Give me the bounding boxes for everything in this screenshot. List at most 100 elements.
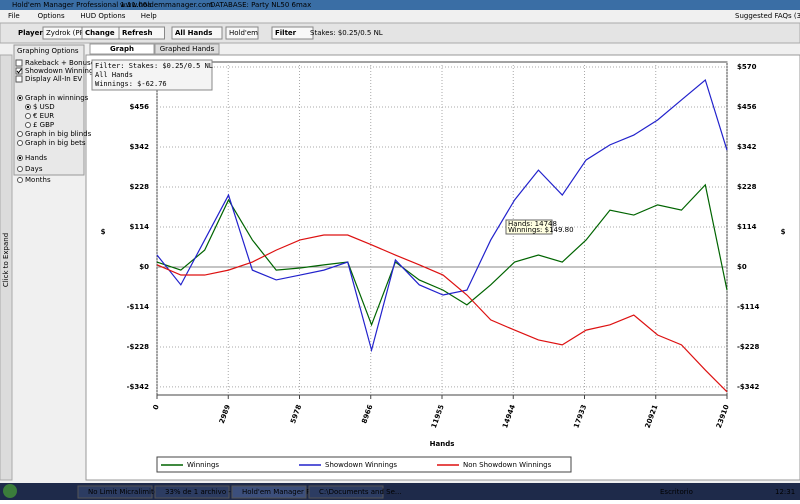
toolbar-button[interactable] xyxy=(171,26,223,40)
checkbox-label: Display All-In EV xyxy=(25,75,82,83)
info-line: Filter: Stakes: $0.25/0.5 NL xyxy=(95,62,213,70)
y-tick-label: $342 xyxy=(130,143,150,151)
legend-label: Showdown Winnings xyxy=(325,461,397,469)
tooltip xyxy=(505,219,553,235)
radio-label: Hands xyxy=(25,154,47,162)
series-line xyxy=(156,183,728,327)
clock: 12:31 xyxy=(775,488,795,496)
radio[interactable] xyxy=(17,131,23,137)
toolbar-player-label: Player xyxy=(18,29,43,37)
checkbox[interactable] xyxy=(15,75,23,83)
legend xyxy=(156,456,572,473)
toolbar-filter: Filter xyxy=(275,29,297,37)
task-label: Hold'em Manager Pro... xyxy=(242,488,324,496)
info-line: Winnings: $-62.76 xyxy=(95,80,167,88)
legend-label: Winnings xyxy=(187,461,219,469)
toolbar-button[interactable] xyxy=(118,26,165,40)
radio-dot xyxy=(18,96,22,100)
radio-label: $ USD xyxy=(33,103,55,111)
toolbar-button[interactable] xyxy=(271,26,314,40)
tooltip-line: Winnings: $149.80 xyxy=(508,226,574,234)
info-box xyxy=(91,59,213,91)
menu-item[interactable]: Help xyxy=(141,12,158,20)
task-button[interactable] xyxy=(77,485,153,499)
faq-link[interactable]: Suggested FAQs (3) xyxy=(735,12,800,20)
toolbar-stakes: Stakes: $0.25/0.5 NL xyxy=(310,29,383,37)
task-label: No Limit Micralimites S... xyxy=(88,488,175,496)
y-tick-label: $228 xyxy=(130,183,150,191)
radio-label: Graph in big blinds xyxy=(25,130,92,138)
window-database: DATABASE: Party NL50 6max xyxy=(210,1,311,9)
window-title: Hold'em Manager Professional 1.11.06a xyxy=(12,1,151,9)
legend-label: Non Showdown Winnings xyxy=(463,461,552,469)
radio[interactable] xyxy=(25,113,31,119)
radio-label: Graph in winnings xyxy=(25,94,89,102)
toolbar-button[interactable] xyxy=(225,26,259,40)
radio-label: Months xyxy=(25,176,51,184)
radio-label: £ GBP xyxy=(33,121,54,129)
tab-label: Graph xyxy=(110,45,134,53)
y2-tick-label: $0 xyxy=(737,263,747,271)
y2-tick-label: $342 xyxy=(737,143,757,151)
tab[interactable] xyxy=(154,43,220,55)
menu-item[interactable]: File xyxy=(8,12,20,20)
toolbar-change: Change xyxy=(85,29,115,37)
task-label: 33% de 1 archivo - D... xyxy=(165,488,245,496)
y-tick-label: $114 xyxy=(130,223,150,231)
checkbox[interactable] xyxy=(15,67,23,75)
toolbar-player: Zydrok (PP) xyxy=(46,29,87,37)
y2-tick-label: $228 xyxy=(737,183,757,191)
x-axis-label: Hands xyxy=(430,440,455,448)
radio-label: Graph in big bets xyxy=(25,139,86,147)
radio-dot xyxy=(26,105,30,109)
series-line xyxy=(156,78,728,353)
menu-item[interactable]: HUD Options xyxy=(80,12,125,20)
expand-strip[interactable] xyxy=(0,54,13,481)
radio[interactable] xyxy=(17,177,23,183)
y-tick-label: -$342 xyxy=(127,383,150,391)
menu-item[interactable]: Options xyxy=(38,12,65,20)
tooltip-line: Hands: 14748 xyxy=(508,220,557,228)
radio-label: Days xyxy=(25,165,43,173)
checkbox[interactable] xyxy=(15,59,23,67)
window-site: www.holdemmanager.com xyxy=(120,1,213,9)
title-bar xyxy=(0,0,800,10)
y2-tick-label: $570 xyxy=(737,63,757,71)
radio[interactable] xyxy=(17,166,23,172)
y2-tick-label: -$114 xyxy=(737,303,760,311)
radio[interactable] xyxy=(17,140,23,146)
y-tick-label: $456 xyxy=(130,103,150,111)
toolbar-refresh: Refresh xyxy=(122,29,153,37)
y-axis-label: $ xyxy=(101,228,106,236)
y2-tick-label: $114 xyxy=(737,223,757,231)
tab-label: Graphed Hands xyxy=(160,45,215,53)
task-button[interactable] xyxy=(154,485,230,499)
task-label: C:\Documents and Se... xyxy=(319,488,402,496)
info-line: All Hands xyxy=(95,71,133,79)
checkbox-label: Rakeback + Bonuses xyxy=(25,59,99,67)
task-button[interactable] xyxy=(308,485,384,499)
y2-tick-label: -$342 xyxy=(737,383,760,391)
radio-dot xyxy=(18,156,22,160)
y2-tick-label: $456 xyxy=(737,103,757,111)
series-line xyxy=(156,234,728,393)
radio[interactable] xyxy=(25,122,31,128)
y-tick-label: -$114 xyxy=(127,303,150,311)
radio-label: € EUR xyxy=(33,112,54,120)
desktop-label: Escritorio xyxy=(660,488,693,496)
task-button[interactable] xyxy=(231,485,307,499)
expand-label: Click to Expand xyxy=(2,233,10,287)
toolbar-all-hands: All Hands xyxy=(175,29,212,37)
start-button[interactable] xyxy=(3,484,17,498)
y-tick-label: -$228 xyxy=(127,343,150,351)
sidebar xyxy=(13,44,85,176)
check-mark xyxy=(16,68,22,74)
sidebar-title: Graphing Options xyxy=(17,47,79,55)
checkbox-label: Showdown Winnings xyxy=(25,67,97,75)
tab[interactable] xyxy=(89,43,155,55)
y-tick-label: $0 xyxy=(139,263,149,271)
plot-area xyxy=(156,61,728,396)
x-tick-label: 0 xyxy=(152,404,161,411)
y2-tick-label: -$228 xyxy=(737,343,760,351)
